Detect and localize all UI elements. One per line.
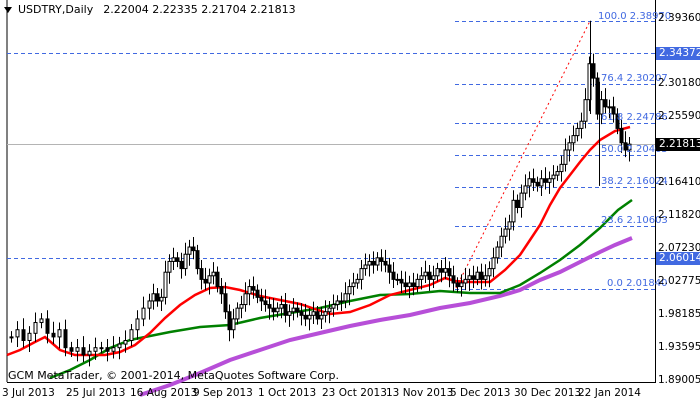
price-tick: 1.98185 bbox=[658, 308, 700, 320]
fib-label-0: 0.0 2.01840 bbox=[607, 278, 668, 289]
fibonacci-retracement[interactable] bbox=[455, 21, 655, 290]
time-tick: 23 Oct 2013 bbox=[322, 387, 387, 399]
price-tick: 2.07230 bbox=[658, 242, 700, 254]
fib-label-50: 50.0 2.20405 bbox=[601, 144, 668, 155]
price-tick: 1.89005 bbox=[658, 374, 700, 386]
hline-lower-price-tag: 2.06014 bbox=[656, 252, 700, 265]
price-tick: 2.25590 bbox=[658, 110, 700, 122]
copyright-text: GCM MetaTrader, © 2001-2014, MetaQuotes … bbox=[8, 369, 339, 382]
ma-mid-line bbox=[49, 198, 633, 380]
price-tick: 1.93595 bbox=[658, 341, 700, 353]
time-tick: 16 Aug 2013 bbox=[130, 387, 198, 399]
horizontal-lines[interactable] bbox=[7, 53, 655, 259]
price-tick: 2.02775 bbox=[658, 275, 700, 287]
price-tick: 2.11820 bbox=[658, 209, 700, 221]
time-tick: 22 Jan 2014 bbox=[578, 387, 641, 399]
candlesticks bbox=[9, 20, 632, 367]
symbol-label: USDTRY,Daily bbox=[18, 3, 94, 16]
time-tick: 9 Sep 2013 bbox=[193, 387, 253, 399]
price-tick: 2.30180 bbox=[658, 77, 700, 89]
fib-label-76: 76.4 2.30207 bbox=[601, 73, 668, 84]
fib-label-23: 23.6 2.10603 bbox=[601, 215, 668, 226]
time-tick: 1 Oct 2013 bbox=[258, 387, 317, 399]
fib-label-38: 38.2 2.16024 bbox=[601, 176, 668, 187]
time-tick: 5 Dec 2013 bbox=[450, 387, 511, 399]
hline-upper-price-tag: 2.34372 bbox=[656, 47, 700, 60]
time-tick: 30 Dec 2013 bbox=[514, 387, 582, 399]
time-tick: 3 Jul 2013 bbox=[2, 387, 55, 399]
fib-label-100: 100.0 2.38970 bbox=[598, 11, 672, 22]
ohlc-values: 2.22004 2.22335 2.21704 2.21813 bbox=[103, 3, 296, 16]
price-tick: 2.39360 bbox=[658, 12, 700, 24]
fib-label-61: 61.8 2.24786 bbox=[601, 112, 668, 123]
price-tick: 2.16410 bbox=[658, 176, 700, 188]
time-tick: 13 Nov 2013 bbox=[386, 387, 454, 399]
time-tick: 25 Jul 2013 bbox=[66, 387, 126, 399]
chart-title-bar: USDTRY,Daily 2.22004 2.22335 2.21704 2.2… bbox=[4, 3, 296, 16]
collapse-triangle-icon[interactable] bbox=[4, 6, 12, 13]
ma-slow-line bbox=[139, 236, 633, 397]
ma-fast-line bbox=[6, 125, 631, 357]
current-price-tag: 2.21813 bbox=[656, 138, 700, 151]
